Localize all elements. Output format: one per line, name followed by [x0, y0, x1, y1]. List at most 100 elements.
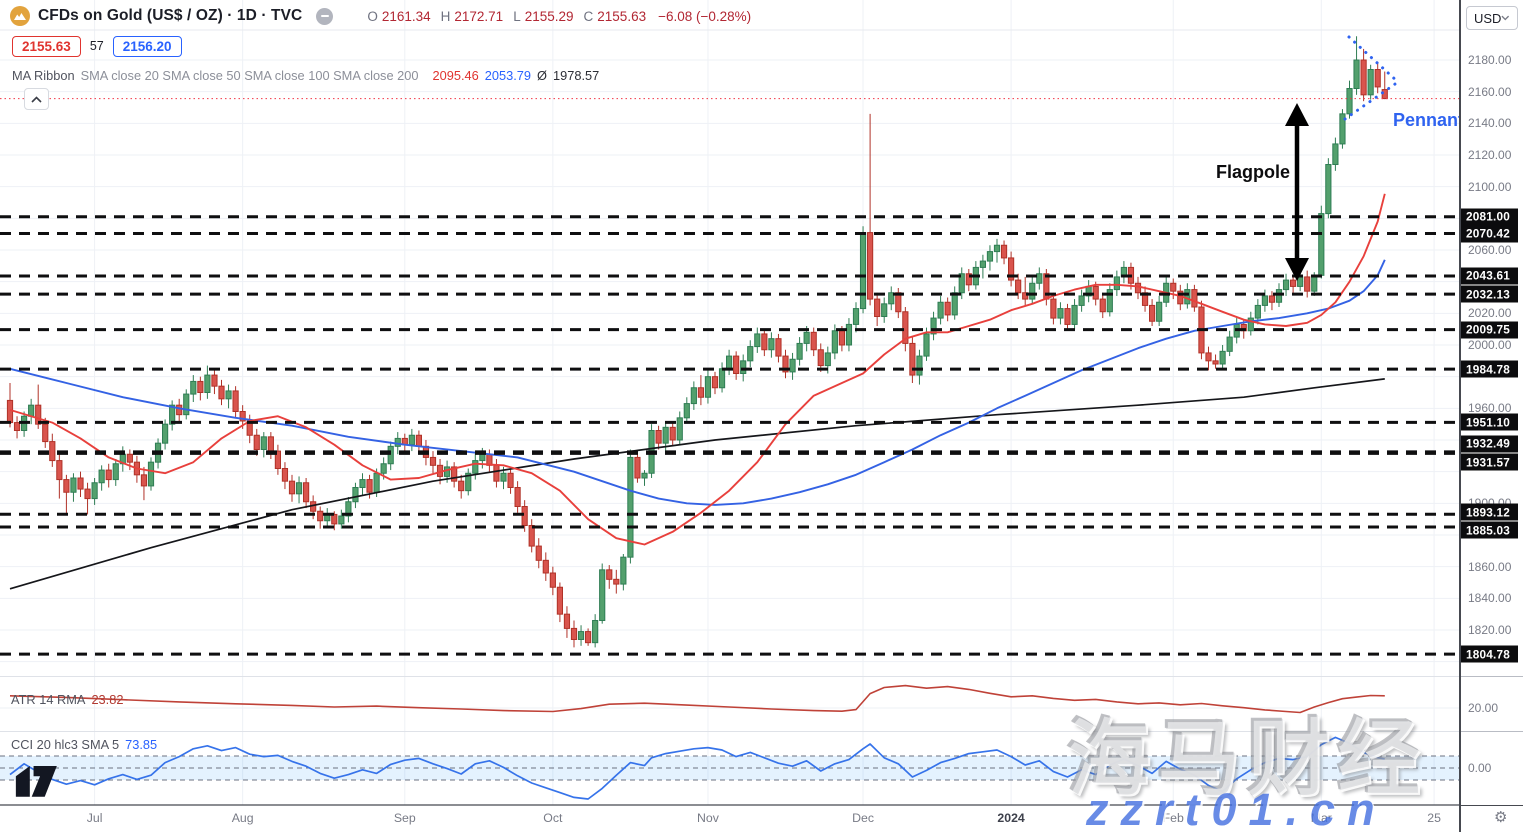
candle [1304, 276, 1311, 292]
time-axis-label: Jul [86, 811, 103, 825]
cci-value: 73.85 [125, 737, 158, 752]
tradingview-logo[interactable] [14, 763, 68, 802]
candle [35, 404, 42, 425]
collapse-legend-button[interactable] [24, 88, 49, 110]
time-axis-label: Nov [697, 811, 719, 825]
open-value: 2161.34 [381, 8, 431, 24]
buy-button[interactable]: 2156.20 [112, 35, 182, 57]
candle [1219, 350, 1226, 365]
level-price-tag: 1951.10 [1461, 413, 1518, 431]
candle [507, 472, 514, 488]
candle [147, 461, 155, 487]
candle [190, 380, 197, 395]
candle [112, 463, 119, 481]
time-axis-label: Sep [393, 811, 416, 825]
candle [986, 251, 994, 262]
candle [810, 331, 817, 351]
price-tick: 2020.00 [1468, 306, 1512, 321]
candle [535, 545, 542, 561]
market-status-icon[interactable] [316, 7, 334, 25]
gear-icon[interactable]: ⚙ [1494, 809, 1508, 826]
sma200-value: 1978.57 [552, 67, 600, 83]
sma50-value: 2053.79 [484, 67, 532, 83]
candle [514, 486, 521, 507]
candle [267, 436, 274, 452]
candle [740, 360, 747, 375]
candle [754, 333, 761, 348]
symbol-title[interactable]: CFDs on Gold (US$ / OZ) · 1D · TVC [38, 7, 303, 24]
candle [761, 333, 768, 351]
candle [317, 510, 324, 522]
candle [867, 232, 874, 300]
candle [232, 390, 239, 412]
candle [295, 482, 303, 495]
candle [415, 434, 422, 447]
candle [803, 331, 810, 344]
time-axis-label: Aug [231, 811, 254, 825]
candle [1346, 88, 1353, 115]
quote-row: 2155.63 57 2156.20 [12, 34, 182, 58]
time-axis[interactable]: Jul Aug Sep Oct Nov Dec 2024 Feb Mar 25 [0, 806, 1459, 832]
candle [570, 627, 578, 640]
indicator-legend-cci[interactable]: CCI 20 hlc3 SMA 5 73.85 [11, 737, 157, 752]
candle [197, 380, 204, 394]
candle [6, 399, 14, 424]
level-price-tag: 2032.13 [1461, 285, 1518, 303]
candle [1205, 352, 1212, 362]
flagpole-arrow-head-down [1285, 258, 1309, 281]
candles [6, 36, 1388, 648]
candle [359, 479, 366, 488]
indicator-legend-ma-ribbon[interactable]: MA Ribbon SMA close 20 SMA close 50 SMA … [12, 66, 599, 84]
candle [366, 479, 373, 493]
time-axis-label: Mar [1310, 811, 1332, 825]
candle [1212, 360, 1219, 365]
price-tick: 1960.00 [1468, 401, 1512, 416]
candle [126, 453, 133, 463]
candle [859, 232, 867, 310]
candle [577, 631, 585, 640]
candle [91, 482, 98, 500]
candle [521, 505, 528, 526]
chevron-up-icon [31, 95, 42, 103]
gold-coin-icon [10, 6, 30, 26]
candle [1149, 304, 1156, 322]
level-price-tag: 1931.57 [1461, 453, 1518, 471]
candle [204, 374, 211, 394]
main-chart-canvas[interactable]: Flagpole Pennant [0, 0, 1459, 806]
candle [585, 631, 592, 644]
symbol-header: CFDs on Gold (US$ / OZ) · 1D · TVC O 2161… [10, 5, 751, 27]
candle [429, 456, 437, 466]
price-scale[interactable]: USD 2180.00 2160.00 2140.00 2120.00 2100.00 2… [1459, 0, 1523, 832]
candle [733, 355, 740, 375]
candle [1247, 317, 1254, 332]
price-tick: 2140.00 [1468, 116, 1512, 131]
candle [1226, 336, 1233, 352]
candle [824, 352, 831, 367]
change-value: −6.08 (−0.28%) [658, 8, 752, 24]
candle [697, 387, 704, 398]
candle [1078, 295, 1085, 306]
candle [1374, 69, 1381, 88]
candle [726, 355, 733, 370]
currency-dropdown[interactable]: USD [1466, 6, 1518, 30]
sell-button[interactable]: 2155.63 [12, 35, 81, 57]
price-tick: 1840.00 [1468, 591, 1512, 606]
candle [1015, 279, 1022, 294]
candle [1000, 244, 1008, 259]
candle [1318, 213, 1325, 276]
sma200-line [9, 378, 1385, 590]
time-axis-label: 25 [1427, 811, 1441, 825]
price-tick: 2060.00 [1468, 243, 1512, 257]
candle [662, 426, 669, 444]
candle [303, 482, 310, 503]
candle [838, 330, 845, 346]
atr-name: ATR 14 RMA [11, 692, 86, 707]
indicator-legend-atr[interactable]: ATR 14 RMA 23.82 [11, 692, 123, 707]
candle [70, 477, 77, 493]
low-value: 2155.29 [524, 8, 574, 24]
level-price-tag: 2043.61 [1461, 267, 1518, 285]
level-price-tag: 1893.12 [1461, 503, 1518, 521]
atr-value: 23.82 [91, 692, 124, 707]
spread-value: 57 [89, 39, 104, 53]
